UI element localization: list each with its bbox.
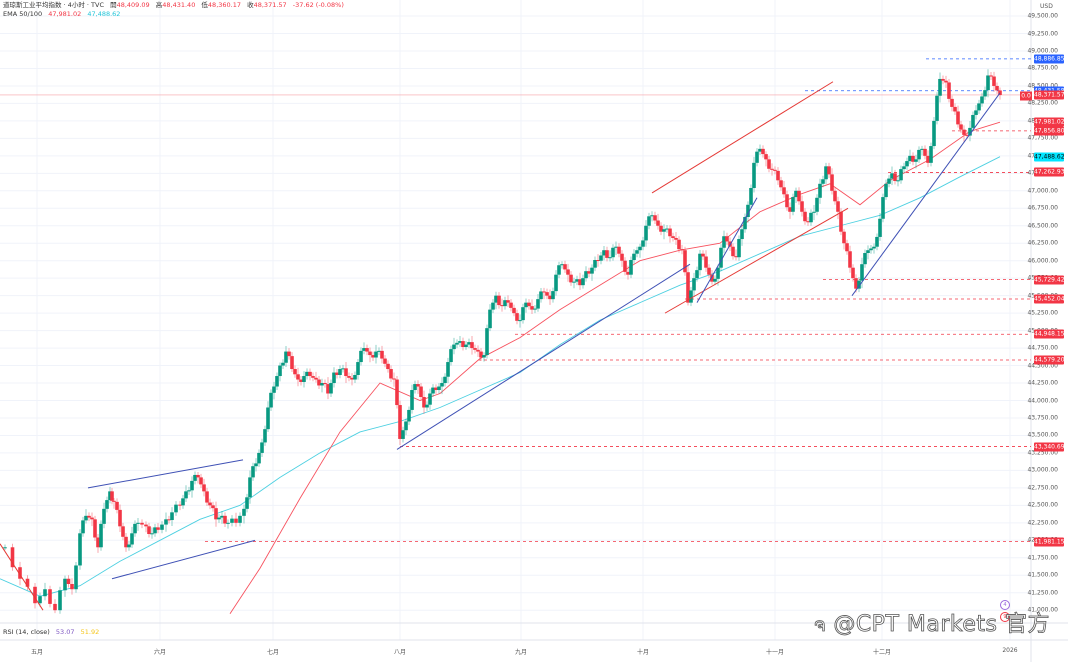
time-tick: 十一月	[765, 649, 785, 656]
close-value: 48,371.57	[253, 1, 287, 9]
ema50-value: 47,981.02	[48, 10, 82, 18]
price-label-tag: 47,488.62	[1034, 152, 1065, 162]
price-label-tag: 45,729.42	[1034, 275, 1065, 285]
price-label-tag: 43,340.69	[1034, 442, 1065, 452]
price-tick: 46,500.00	[1027, 222, 1058, 230]
ema-label: EMA 50/100	[3, 10, 43, 18]
rsi-label: RSI (14, close)	[3, 628, 50, 636]
price-tick: 49,500.00	[1027, 12, 1058, 20]
price-tick: 41,500.00	[1027, 571, 1058, 579]
price-tick: 47,750.00	[1027, 134, 1058, 142]
close-label: 收	[247, 1, 254, 9]
time-tick: 九月	[514, 649, 528, 656]
price-tick: 45,250.00	[1027, 309, 1058, 317]
price-tick: 48,500.00	[1027, 82, 1058, 89]
price-tick: 43,250.00	[1027, 449, 1058, 457]
ema-legend[interactable]: EMA 50/100 47,981.02 47,488.62	[3, 10, 124, 19]
price-tick: 43,750.00	[1027, 414, 1058, 422]
high-value: 48,431.40	[162, 1, 196, 9]
price-label-tag: 47,981.02	[1034, 117, 1065, 127]
open-value: 48,409.09	[116, 1, 150, 9]
price-tick: 41,250.00	[1027, 589, 1058, 597]
ema100-value: 47,488.62	[87, 10, 121, 18]
time-tick: 2026	[1002, 647, 1018, 654]
price-tick: 48,250.00	[1027, 99, 1058, 107]
price-tick: 49,250.00	[1027, 30, 1058, 38]
rsi-ma-value: 51.92	[80, 628, 100, 636]
price-label-tag: 44,579.20	[1034, 355, 1065, 365]
symbol-legend: 道琼斯工业平均指数 · 4小时 · TVC 開48,409.09 高48,431…	[3, 1, 348, 10]
rsi-value: 53.07	[55, 628, 75, 636]
price-label-tag: 48,371.57	[1034, 90, 1065, 100]
time-tick: 六月	[153, 649, 167, 656]
price-tick: 48,750.00	[1027, 64, 1058, 72]
price-label-tag: 44,948.15	[1034, 329, 1065, 339]
price-label-tag: 47,856.80	[1034, 126, 1065, 136]
time-tick: 八月	[393, 649, 407, 656]
symbol-title: 道琼斯工业平均指数 · 4小时 · TVC	[3, 1, 104, 9]
price-tick: 44,500.00	[1027, 362, 1058, 370]
price-tick: 49,000.00	[1027, 47, 1058, 55]
rsi-legend[interactable]: RSI (14, close) 53.07 51.92	[3, 628, 103, 637]
currency-label: USD	[1040, 3, 1053, 10]
high-label: 高	[155, 1, 163, 9]
price-tick: 41,000.00	[1027, 606, 1058, 614]
price-tick: 42,250.00	[1027, 519, 1058, 527]
price-label-tag: 45,452.04	[1034, 294, 1065, 304]
bar-countdown-tag: 0.0	[1020, 91, 1032, 101]
price-tick: 44,250.00	[1027, 379, 1058, 387]
time-tick: 十二月	[872, 649, 892, 656]
price-label-tag: 48,886.85	[1034, 54, 1065, 64]
event-marker-icon[interactable]: 9	[1000, 612, 1010, 622]
price-label-tag: 47,262.93	[1034, 167, 1065, 177]
price-tick: 46,250.00	[1027, 239, 1058, 247]
price-tick: 42,500.00	[1027, 501, 1058, 509]
low-label: 低	[201, 1, 208, 9]
price-tick: 47,000.00	[1027, 187, 1058, 195]
price-tick: 43,500.00	[1027, 431, 1058, 439]
change-value: -37.62 (-0.08%)	[292, 1, 344, 9]
time-tick: 七月	[266, 649, 280, 656]
price-tick: 42,750.00	[1027, 484, 1058, 492]
open-label: 開	[110, 1, 117, 9]
weibo-logo-icon: ຈ	[814, 615, 826, 637]
price-tick: 46,000.00	[1027, 257, 1058, 265]
time-tick: 十月	[636, 649, 650, 656]
price-tick: 41,750.00	[1027, 554, 1058, 562]
watermark: ຈ @CPT Markets 官方	[814, 606, 1050, 638]
price-tick: 46,750.00	[1027, 204, 1058, 212]
price-tick: 44,750.00	[1027, 344, 1058, 352]
low-value: 48,360.17	[207, 1, 242, 9]
price-label-tag: 41,981.15	[1034, 537, 1065, 547]
price-tick: 43,000.00	[1027, 466, 1058, 474]
event-marker-icon[interactable]: 4	[1000, 600, 1010, 610]
price-tick: 44,000.00	[1027, 397, 1058, 404]
time-tick: 五月	[30, 649, 44, 656]
watermark-text: @CPT Markets 官方	[833, 612, 1050, 638]
